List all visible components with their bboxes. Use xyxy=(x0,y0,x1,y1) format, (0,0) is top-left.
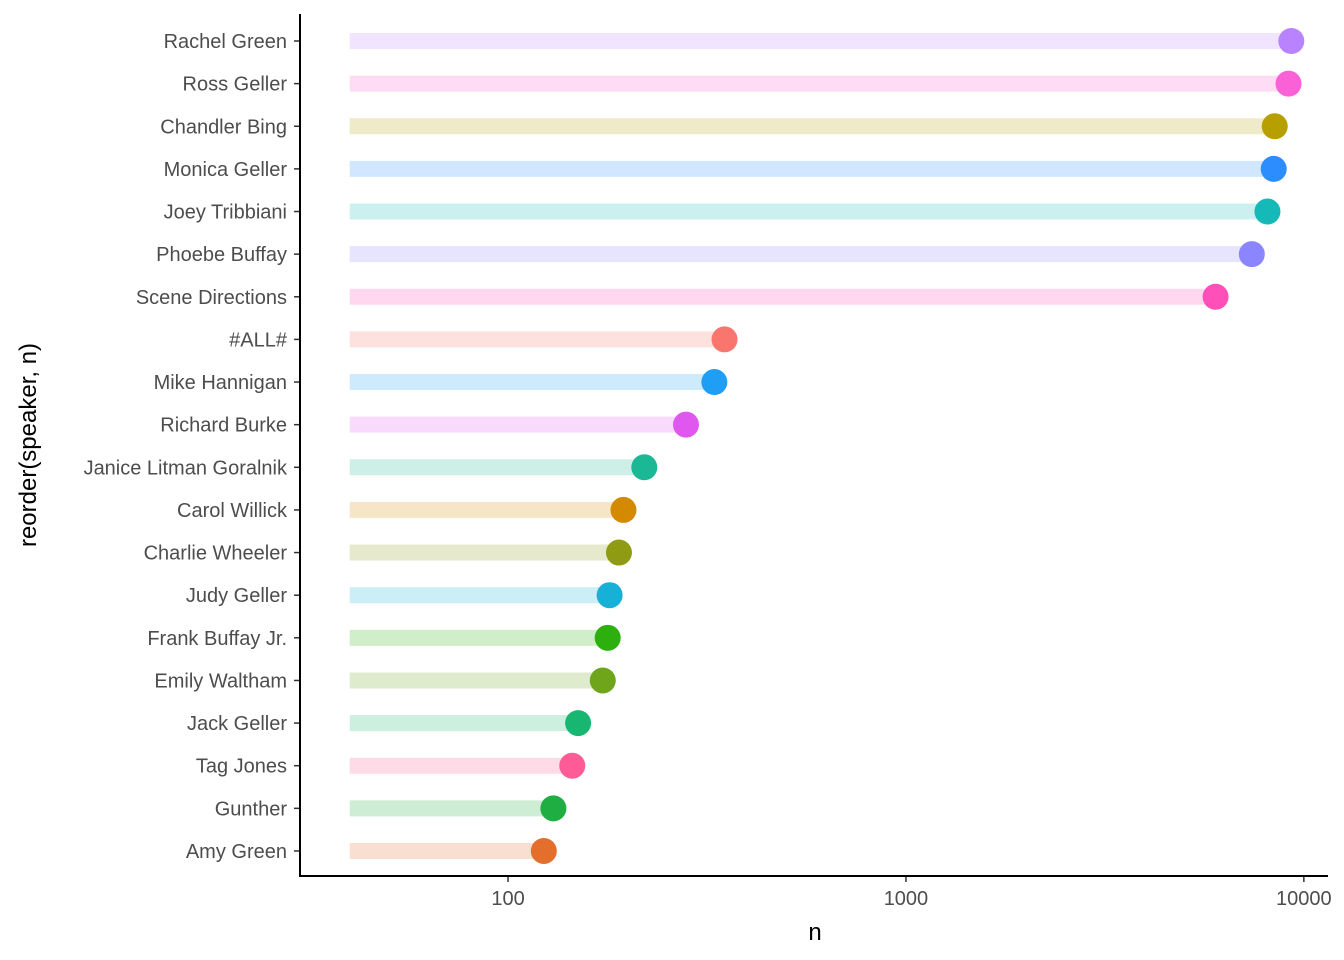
y-tick-label: Carol Willick xyxy=(177,500,288,522)
y-tick-label: Judy Geller xyxy=(186,585,287,607)
lollipop-point xyxy=(540,795,567,822)
lollipop-point xyxy=(596,582,623,609)
lollipop-point xyxy=(1261,113,1288,140)
y-tick-label: Mike Hannigan xyxy=(154,372,287,394)
lollipop-point xyxy=(610,496,637,523)
lollipop-point xyxy=(1238,241,1265,268)
y-tick-label: Ross Geller xyxy=(183,74,288,96)
y-tick-label: Tag Jones xyxy=(196,756,287,778)
points-layer xyxy=(530,28,1305,864)
lollipop-point xyxy=(605,539,632,566)
y-tick-label: Emily Waltham xyxy=(154,670,287,692)
lollipop-point xyxy=(594,624,621,651)
y-tick-label: Phoebe Buffay xyxy=(156,244,287,266)
y-tick-label: Gunther xyxy=(215,798,288,820)
y-tick-label: Monica Geller xyxy=(164,159,288,181)
lollipop-point xyxy=(1260,155,1287,182)
y-tick-label: Amy Green xyxy=(186,841,287,863)
y-tick-label: Charlie Wheeler xyxy=(144,543,288,565)
y-tick-label: Joey Tribbiani xyxy=(164,202,287,224)
segments-layer xyxy=(349,33,1292,859)
x-tick-label: 100 xyxy=(491,888,524,910)
x-tick-label: 10000 xyxy=(1276,888,1332,910)
lollipop-point xyxy=(711,326,738,353)
y-tick-labels: Rachel Green Ross Geller Chandler Bing Moni… xyxy=(84,31,300,863)
y-tick-label: Frank Buffay Jr. xyxy=(147,628,287,650)
y-tick-label: Chandler Bing xyxy=(160,116,287,138)
lollipop-point xyxy=(1254,198,1281,225)
y-tick-label: Janice Litman Goralnik xyxy=(84,457,288,479)
lollipop-point xyxy=(1278,28,1305,54)
lollipop-point xyxy=(1275,70,1302,97)
y-tick-label: #ALL# xyxy=(229,329,288,351)
lollipop-point xyxy=(559,752,586,779)
lollipop-point xyxy=(530,837,557,864)
lollipop-point xyxy=(589,667,616,694)
y-tick-label: Rachel Green xyxy=(164,31,287,53)
x-ticks: 100 1000 10000 xyxy=(491,876,1332,910)
lollipop-point xyxy=(672,411,699,438)
y-tick-label: Scene Directions xyxy=(136,287,287,309)
y-axis-title: reorder(speaker, n) xyxy=(15,343,42,547)
y-tick-label: Jack Geller xyxy=(187,713,287,735)
lollipop-point xyxy=(701,369,728,396)
lollipop-point xyxy=(565,710,592,737)
lollipop-point xyxy=(1202,283,1229,310)
x-tick-label: 1000 xyxy=(884,888,929,910)
lollipop-point xyxy=(631,454,658,481)
x-axis-title: n xyxy=(808,919,821,946)
y-tick-label: Richard Burke xyxy=(160,415,287,437)
